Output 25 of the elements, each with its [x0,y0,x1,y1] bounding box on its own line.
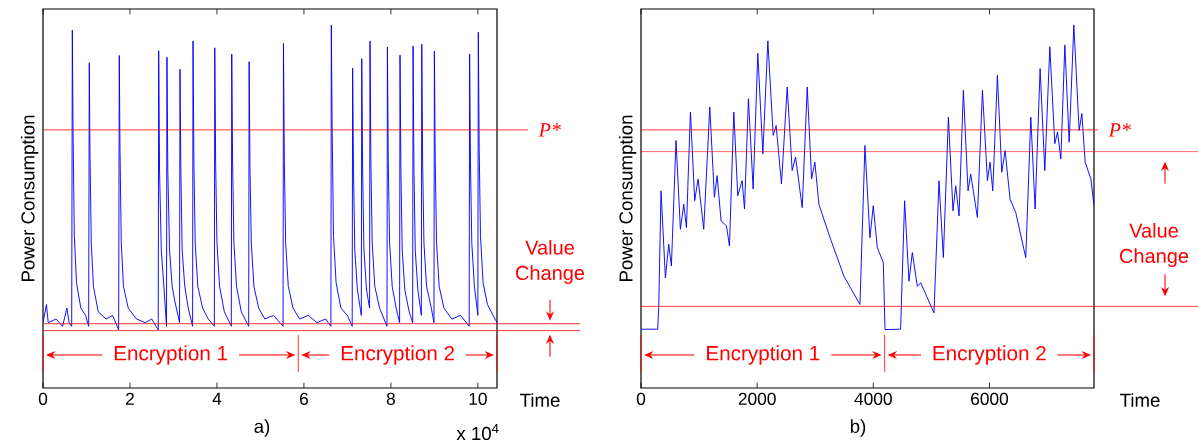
ref-line-label: P* [538,123,561,137]
x-axis-title: Time [520,393,560,407]
x-tick-label: 8 [386,392,395,405]
x-tick-label: 0 [38,392,48,405]
annotation: Encryption 1 [114,345,228,365]
x-tick-label: 0 [636,392,646,405]
annotation: Encryption 1 [707,345,820,365]
y-axis-title: Power Consumption [618,115,637,282]
x-tick-label: 2 [126,392,134,405]
x-tick-label: 4000 [854,392,892,405]
text: a) [254,419,270,437]
x-axis-title: Time [1120,393,1160,407]
x-tick-label: 4 [212,392,222,405]
text: Value Change [1120,223,1189,267]
x-tick-label: 2000 [738,392,776,405]
y-axis-title: Power Consumption [20,115,39,282]
text: Value Change [516,240,585,284]
text: x 10$^{4}$ [456,423,499,441]
x-tick-label: 10 [469,392,487,405]
text: b) [850,419,866,437]
annotation: Encryption 2 [933,345,1046,365]
x-tick-label: 6000 [971,392,1009,405]
annotation: Encryption 2 [341,345,454,365]
x-tick-label: 6 [299,392,308,405]
ref-line-label: P* [1108,123,1131,137]
